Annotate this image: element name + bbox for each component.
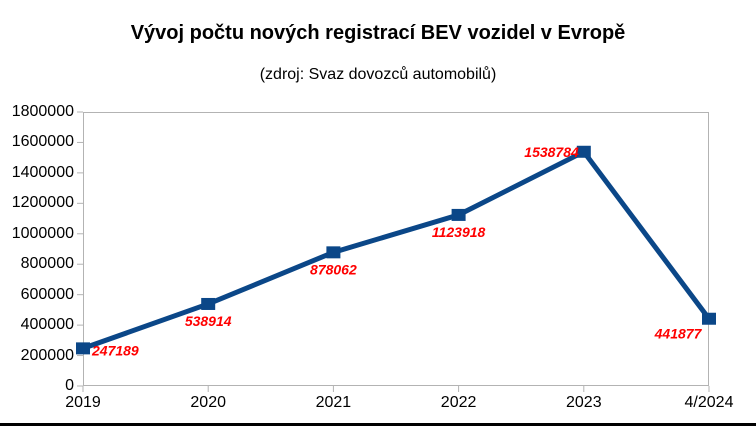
x-tick-label: 2019: [65, 394, 101, 411]
y-tick-label: 1600000: [11, 133, 74, 151]
window-bottom-edge: [0, 423, 756, 426]
y-tick-label: 600000: [20, 285, 74, 303]
chart-title: Vývoj počtu nových registrací BEV vozide…: [130, 22, 626, 44]
x-tick-label: 2020: [190, 394, 226, 411]
y-tick-label: 400000: [20, 316, 74, 334]
y-tick-label: 200000: [20, 346, 74, 364]
x-tick-label: 4/2024: [684, 394, 734, 411]
y-tick-label: 1400000: [11, 163, 74, 181]
y-tick-label: 1000000: [11, 224, 74, 242]
y-tick-label: 800000: [20, 255, 74, 273]
x-tick-label: 2021: [315, 394, 352, 411]
x-tick-label: 2022: [440, 394, 477, 411]
y-tick-label: 1800000: [11, 103, 74, 120]
y-tick-label: 0: [65, 377, 74, 394]
chart-subtitle: (zdroj: Svaz dovozců automobilů): [259, 66, 497, 83]
x-tick-label: 2023: [566, 394, 602, 411]
plot-area: [83, 112, 709, 386]
y-tick-label: 1200000: [11, 194, 74, 212]
